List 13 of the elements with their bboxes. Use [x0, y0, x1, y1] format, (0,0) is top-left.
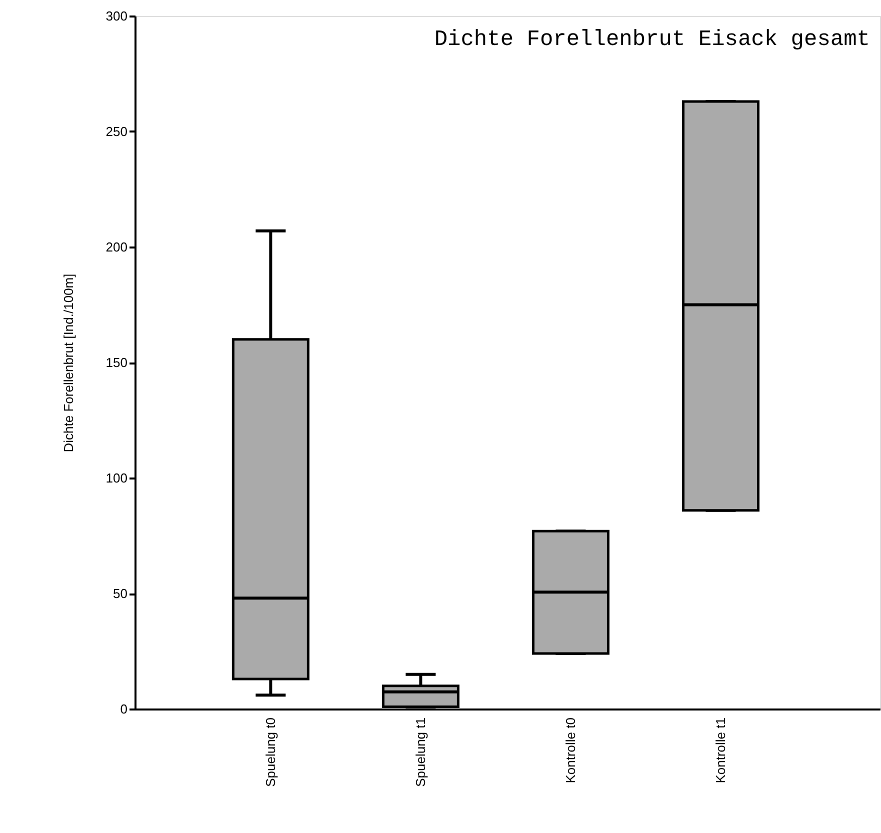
y-tick-label: 50 — [113, 586, 128, 601]
y-tick-label: 150 — [106, 355, 128, 370]
x-tick-label: Spuelung t0 — [263, 718, 278, 787]
y-tick-label: 0 — [120, 702, 128, 716]
x-tick-label: Kontrolle t0 — [563, 718, 578, 784]
x-tick-label: Kontrolle t1 — [713, 718, 728, 784]
y-axis-title: Dichte Forellenbrut [Ind./100m] — [60, 274, 76, 452]
y-tick-label: 100 — [106, 470, 128, 486]
text: Dichte Forellenbrut Eisack gesamt — [434, 27, 870, 52]
y-tick-label: 300 — [106, 8, 128, 24]
x-tick-label: Spuelung t1 — [413, 718, 428, 787]
y-tick-label: 250 — [106, 124, 128, 139]
y-tick-label: 200 — [106, 240, 128, 254]
